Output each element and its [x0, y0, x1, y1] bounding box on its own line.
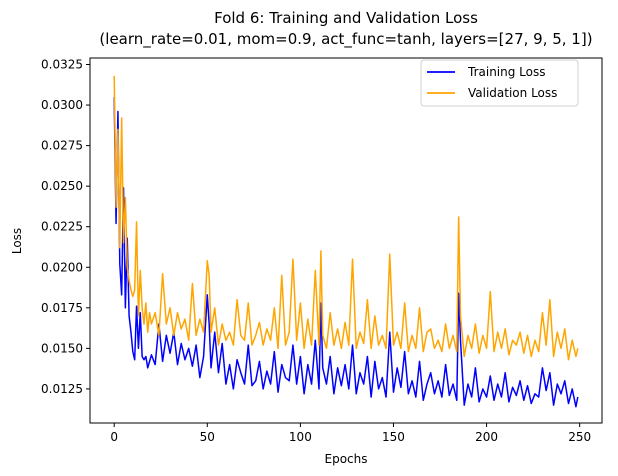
x-tick-label: 200 [475, 430, 498, 444]
y-axis-label: Loss [10, 228, 24, 254]
legend-label-validation: Validation Loss [468, 86, 557, 100]
x-axis-label: Epochs [325, 452, 368, 466]
x-tick-label: 100 [289, 430, 312, 444]
x-tick-label: 50 [200, 430, 215, 444]
x-tick-label: 150 [382, 430, 405, 444]
training-loss-line [113, 96, 579, 408]
x-tick-label: 0 [110, 430, 118, 444]
y-tick-label: 0.0225 [41, 220, 83, 234]
legend: Training Loss Validation Loss [420, 59, 579, 107]
y-tick-label: 0.0150 [41, 341, 83, 355]
x-tick-label: 250 [568, 430, 591, 444]
y-tick-label: 0.0325 [41, 57, 83, 71]
y-tick-label: 0.0175 [41, 301, 83, 315]
chart-title-line1: Fold 6: Training and Validation Loss [214, 9, 478, 27]
y-tick-label: 0.0250 [41, 179, 83, 193]
legend-box [420, 59, 579, 107]
y-tick-label: 0.0125 [41, 382, 83, 396]
axes-frame [89, 57, 603, 424]
legend-label-training: Training Loss [467, 65, 545, 79]
plot-area: 0 50 100 150 200 250 0.0125 0.0150 0.0175 0.0200 0… [41, 57, 591, 444]
chart-title-line2: (learn_rate=0.01, mom=0.9, act_func=tanh… [99, 30, 592, 49]
validation-loss-line [113, 75, 579, 361]
y-tick-label: 0.0200 [41, 260, 83, 274]
y-tick-label: 0.0275 [41, 139, 83, 153]
y-tick-label: 0.0300 [41, 98, 83, 112]
